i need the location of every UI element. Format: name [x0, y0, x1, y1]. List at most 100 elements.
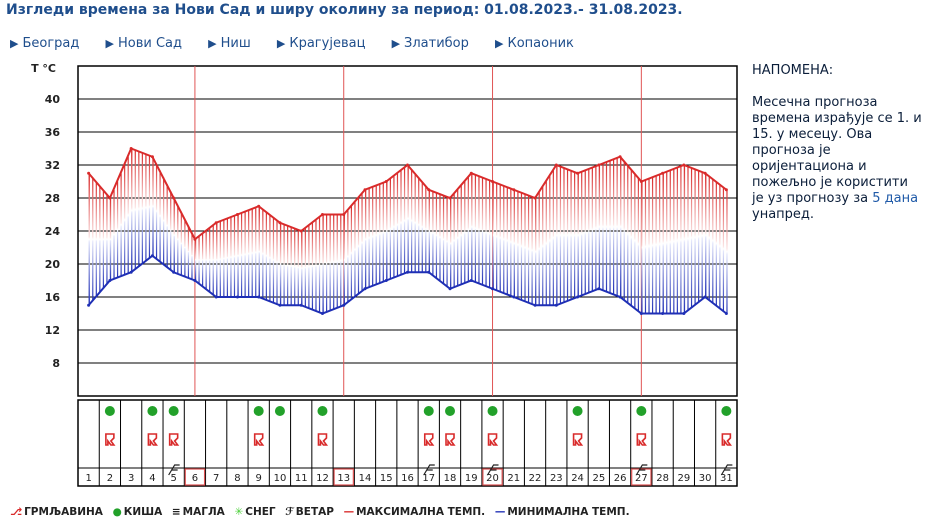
temp-band-hatch [563, 167, 565, 303]
temp-band-hatch [375, 185, 377, 285]
max-temp-point [235, 213, 239, 216]
temp-band-hatch [520, 192, 523, 300]
temp-band-hatch [255, 207, 257, 297]
highlighted-day-box [333, 468, 354, 486]
weather-frame [77, 399, 738, 487]
thunder-icon-shape [572, 433, 584, 446]
thunder-icon-shape [636, 433, 647, 446]
max-temp-point [406, 163, 409, 167]
temp-band-hatch [510, 188, 512, 296]
temp-band-hatch [138, 151, 140, 267]
nav-link-beograd[interactable]: ▶ Београд [10, 36, 80, 51]
temp-band-hatch [570, 170, 572, 300]
thunder-icon [423, 433, 435, 446]
temp-band-hatch [450, 198, 452, 289]
min-line-icon: — [494, 506, 506, 518]
temp-band-hatch [620, 156, 622, 297]
temp-band-hatch [492, 181, 494, 289]
temp-band-hatch [294, 228, 296, 306]
thunder-icon-shape [105, 433, 116, 446]
wind-icon: ℱ [285, 506, 294, 518]
thunder-icon-shape [445, 433, 456, 446]
temp-band-hatch [159, 170, 161, 262]
temp-band-hatch [301, 231, 303, 306]
day-number: 22 [529, 473, 542, 484]
max-temp-point [576, 171, 580, 175]
rain-icon [721, 406, 732, 416]
thunder-icon-shape [147, 433, 159, 446]
thunder-icon [572, 433, 584, 446]
day-number: 1 [85, 473, 91, 484]
day-number: 13 [337, 473, 350, 484]
temp-band-hatch [350, 206, 353, 300]
temp-band-hatch [336, 214, 338, 308]
highlighted-day-box [184, 468, 206, 486]
min-temp-point [639, 312, 643, 315]
nav-link-zlatibor[interactable]: ▶ Златибор [391, 36, 469, 51]
temp-band-hatch [403, 167, 406, 274]
day-number: 16 [401, 473, 414, 484]
temp-band-hatch [726, 189, 728, 314]
temp-band-hatch [418, 177, 420, 273]
min-temp-point [427, 270, 431, 274]
temp-band-hatch [634, 173, 636, 308]
day-number: 18 [444, 473, 457, 484]
page-title: Изгледи времена за Нови Сад и ширу околи… [6, 2, 683, 18]
max-temp-point [661, 171, 665, 175]
temp-band-hatch [513, 189, 515, 297]
nav-link-nis[interactable]: ▶ Ниш [208, 36, 251, 51]
temp-band-hatch [556, 165, 558, 306]
min-temp-point [724, 312, 728, 315]
min-temp-point [618, 295, 622, 299]
nav-link-kopaonik[interactable]: ▶ Копаоник [495, 36, 574, 51]
temp-band-hatch [666, 171, 668, 314]
min-temp-point [554, 303, 558, 307]
note-title: НАПОМЕНА: [752, 63, 834, 78]
day-number: 12 [316, 473, 329, 484]
temp-band-hatch [102, 189, 105, 289]
day-number: 6 [192, 473, 198, 484]
thunder-icon-shape [721, 433, 732, 446]
arrow-right-icon: ▶ [495, 37, 504, 50]
min-temp-point [491, 287, 495, 291]
max-temp-point [214, 221, 218, 225]
note-link[interactable]: 5 дана [872, 191, 919, 206]
temp-band-hatch [474, 174, 477, 282]
thunder-icon [105, 433, 116, 446]
max-temp-point [87, 171, 91, 175]
temp-band-hatch [145, 154, 147, 262]
legend-snow: ✳ СНЕГ [234, 506, 276, 518]
min-temp-point [406, 270, 409, 274]
nav-link-kragujevac[interactable]: ▶ Крагујевац [276, 36, 366, 51]
day-number: 20 [486, 473, 499, 484]
temp-band-hatch [414, 173, 416, 273]
wind-icon-shape [635, 464, 648, 476]
temp-band-hatch [389, 178, 391, 280]
wind-icon [487, 464, 499, 476]
y-tick-label: 16 [45, 291, 61, 304]
temp-band-hatch [612, 159, 615, 295]
nav-link-novi-sad[interactable]: ▶ Нови Сад [105, 36, 183, 51]
day-number: 19 [465, 473, 478, 484]
thunder-icon-shape [487, 433, 499, 446]
temp-band-hatch [131, 148, 133, 273]
temp-band-hatch [719, 184, 721, 308]
y-tick-label: 36 [45, 126, 61, 139]
temp-band-hatch [326, 214, 328, 313]
temp-band-hatch [559, 166, 562, 304]
temp-band-hatch [177, 204, 179, 274]
temp-band-hatch [393, 176, 395, 278]
temp-band-hatch [705, 173, 707, 297]
temp-band-hatch [187, 225, 190, 278]
arrow-right-icon: ▶ [276, 37, 286, 50]
temp-band-hatch [180, 211, 182, 275]
max-temp-point [129, 147, 133, 150]
temp-band-hatch [340, 214, 342, 307]
max-temp-point [342, 213, 346, 216]
city-nav: ▶ Београд ▶ Нови Сад ▶ Ниш ▶ Крагујевац ▶ Зла… [10, 36, 596, 51]
min-temp-point [469, 279, 473, 282]
temp-band-hatch [308, 225, 310, 308]
temp-band-hatch [432, 191, 434, 275]
legend-max-temp: — МАКСИМАЛНА ТЕМП. [343, 506, 486, 518]
temp-band-hatch [453, 193, 455, 288]
